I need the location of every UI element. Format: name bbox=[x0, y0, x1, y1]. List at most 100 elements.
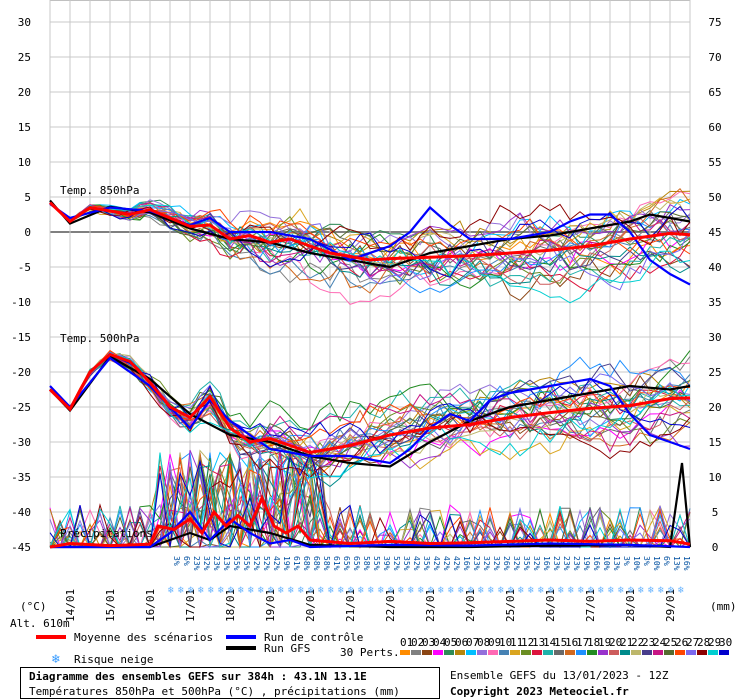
snow-risk-value: 26% bbox=[502, 556, 511, 571]
pert-legend-swatch bbox=[719, 650, 729, 655]
legend-mean-label: Moyenne des scénarios bbox=[74, 631, 213, 644]
pert-legend-label: 22 bbox=[631, 636, 644, 649]
snow-risk-value: 42% bbox=[272, 556, 281, 571]
snow-risk-value: 13% bbox=[222, 556, 231, 571]
pert-legend-label: 15 bbox=[554, 636, 567, 649]
snow-risk-value: 16% bbox=[462, 556, 471, 571]
pert-legend-label: 10 bbox=[499, 636, 512, 649]
pert-legend-label: 02 bbox=[411, 636, 424, 649]
y-right-tick-label: 35 bbox=[708, 296, 721, 309]
snow-risk-value: 19% bbox=[282, 556, 291, 571]
pert-legend-label: 21 bbox=[620, 636, 633, 649]
snow-risk-value: 35% bbox=[402, 556, 411, 571]
y-right-tick-label: 55 bbox=[708, 156, 721, 169]
snowflake-icon: ❄ bbox=[588, 585, 595, 596]
main-series-lines bbox=[48, 199, 692, 549]
legend-control-label: Run de contrôle bbox=[264, 631, 363, 644]
x-tick-label: 18/01 bbox=[224, 589, 237, 622]
pert-legend-label: 12 bbox=[521, 636, 534, 649]
legend: Moyenne des scénarios Run de contrôle Ru… bbox=[36, 631, 732, 667]
y-left-tick-label: -25 bbox=[11, 401, 31, 414]
snowflake-icon: ❄ bbox=[668, 585, 675, 596]
pert-28-t500 bbox=[49, 355, 691, 479]
snow-risk-value: 35% bbox=[422, 556, 431, 571]
pert-09-t500 bbox=[49, 352, 691, 461]
pert-legend-label: 04 bbox=[433, 636, 447, 649]
pert-legend-label: 29 bbox=[708, 636, 721, 649]
x-tick-label: 22/01 bbox=[384, 589, 397, 622]
pert-legend-swatch bbox=[543, 650, 553, 655]
snowflake-icon: ❄ bbox=[208, 585, 215, 596]
snow-risk-value: 16% bbox=[682, 556, 691, 571]
snow-risk-value: 61% bbox=[292, 556, 301, 571]
snow-risk-value: 19% bbox=[582, 556, 591, 571]
snow-risk-value: 42% bbox=[412, 556, 421, 571]
x-tick-label: 21/01 bbox=[344, 589, 357, 622]
pert-legend-swatch bbox=[620, 650, 630, 655]
y-left-tick-label: 20 bbox=[18, 86, 31, 99]
pert-legend-swatch bbox=[411, 650, 421, 655]
y-left-unit: (°C) bbox=[20, 600, 47, 613]
snowflake-icon: ❄ bbox=[638, 585, 645, 596]
snow-risk-value: 23% bbox=[192, 556, 201, 571]
pert-legend-swatch bbox=[488, 650, 498, 655]
x-axis: 14/01 15/01 16/01 17/01 18/01 19/01 20/01 21/01… bbox=[64, 589, 677, 622]
snowflake-icon: ❄ bbox=[598, 585, 605, 596]
snowflake-icon: ❄ bbox=[398, 585, 405, 596]
snow-risk-value: 65% bbox=[342, 556, 351, 571]
snow-risk-value: 10% bbox=[602, 556, 611, 571]
snowflake-icon: ❄ bbox=[218, 585, 225, 596]
pert-legend-label: 24 bbox=[653, 636, 667, 649]
snowflake-icon: ❄ bbox=[498, 585, 505, 596]
panel-label-precip: Précipitations bbox=[60, 527, 153, 540]
y-right-tick-label: 5 bbox=[712, 506, 719, 519]
snowflake-icon: ❄ bbox=[178, 585, 185, 596]
pert-legend-label: 23 bbox=[642, 636, 655, 649]
pert-legend-label: 01 bbox=[400, 636, 413, 649]
y-left-tick-label: 5 bbox=[24, 191, 31, 204]
y-right-tick-label: 70 bbox=[708, 51, 721, 64]
x-tick-label: 26/01 bbox=[544, 589, 557, 622]
snowflake-icon: ❄ bbox=[488, 585, 495, 596]
snow-risk-value: 16% bbox=[592, 556, 601, 571]
pert-legend-swatch bbox=[433, 650, 443, 655]
pert-legend-swatch bbox=[686, 650, 696, 655]
snow-risk-value: 39% bbox=[382, 556, 391, 571]
pert-legend-label: 03 bbox=[422, 636, 435, 649]
snowflake-icon: ❄ bbox=[428, 585, 435, 596]
snow-risk-value: 52% bbox=[392, 556, 401, 571]
pert-legend-swatch bbox=[653, 650, 663, 655]
snow-risk-value: 3% bbox=[642, 556, 651, 566]
snowflake-icon: ❄ bbox=[478, 585, 485, 596]
snowflake-icon: ❄ bbox=[568, 585, 575, 596]
pert-legend-label: 16 bbox=[565, 636, 578, 649]
x-tick-label: 27/01 bbox=[584, 589, 597, 622]
snow-risk-value: 13% bbox=[672, 556, 681, 571]
snow-risk-row: 3% ❄ 6% ❄ 23% ❄ 32% ❄ 23% ❄ 13% ❄ 55% ❄ 55% ❄ 52% ❄ 52% ❄ 42… bbox=[168, 556, 691, 596]
snowflake-icon: ❄ bbox=[278, 585, 285, 596]
pert-legend-label: 05 bbox=[444, 636, 457, 649]
pert-legend-swatch bbox=[554, 650, 564, 655]
snow-risk-value: 42% bbox=[432, 556, 441, 571]
pert-legend-swatch bbox=[587, 650, 597, 655]
pert-legend-label: 06 bbox=[455, 636, 468, 649]
snowflake-icon: ❄ bbox=[548, 585, 555, 596]
y-right-tick-label: 40 bbox=[708, 261, 721, 274]
snowflake-icon: ❄ bbox=[298, 585, 305, 596]
series-2-t850 bbox=[49, 199, 691, 269]
pert-26-t500 bbox=[49, 349, 691, 447]
snow-risk-value: 3% bbox=[622, 556, 631, 566]
y-left-tick-label: -35 bbox=[11, 471, 31, 484]
y-left-tick-label: -45 bbox=[11, 541, 31, 554]
snowflake-icon: ❄ bbox=[448, 585, 455, 596]
pert-legend-swatch bbox=[400, 650, 410, 655]
snowflake-icon: ❄ bbox=[618, 585, 625, 596]
pert-legend-swatch bbox=[499, 650, 509, 655]
snow-risk-value: 32% bbox=[482, 556, 491, 571]
pert-legend-label: 28 bbox=[697, 636, 710, 649]
pert-legend-label: 09 bbox=[488, 636, 501, 649]
snowflake-icon: ❄ bbox=[468, 585, 475, 596]
snow-risk-value: 23% bbox=[552, 556, 561, 571]
y-right-tick-label: 0 bbox=[712, 541, 719, 554]
